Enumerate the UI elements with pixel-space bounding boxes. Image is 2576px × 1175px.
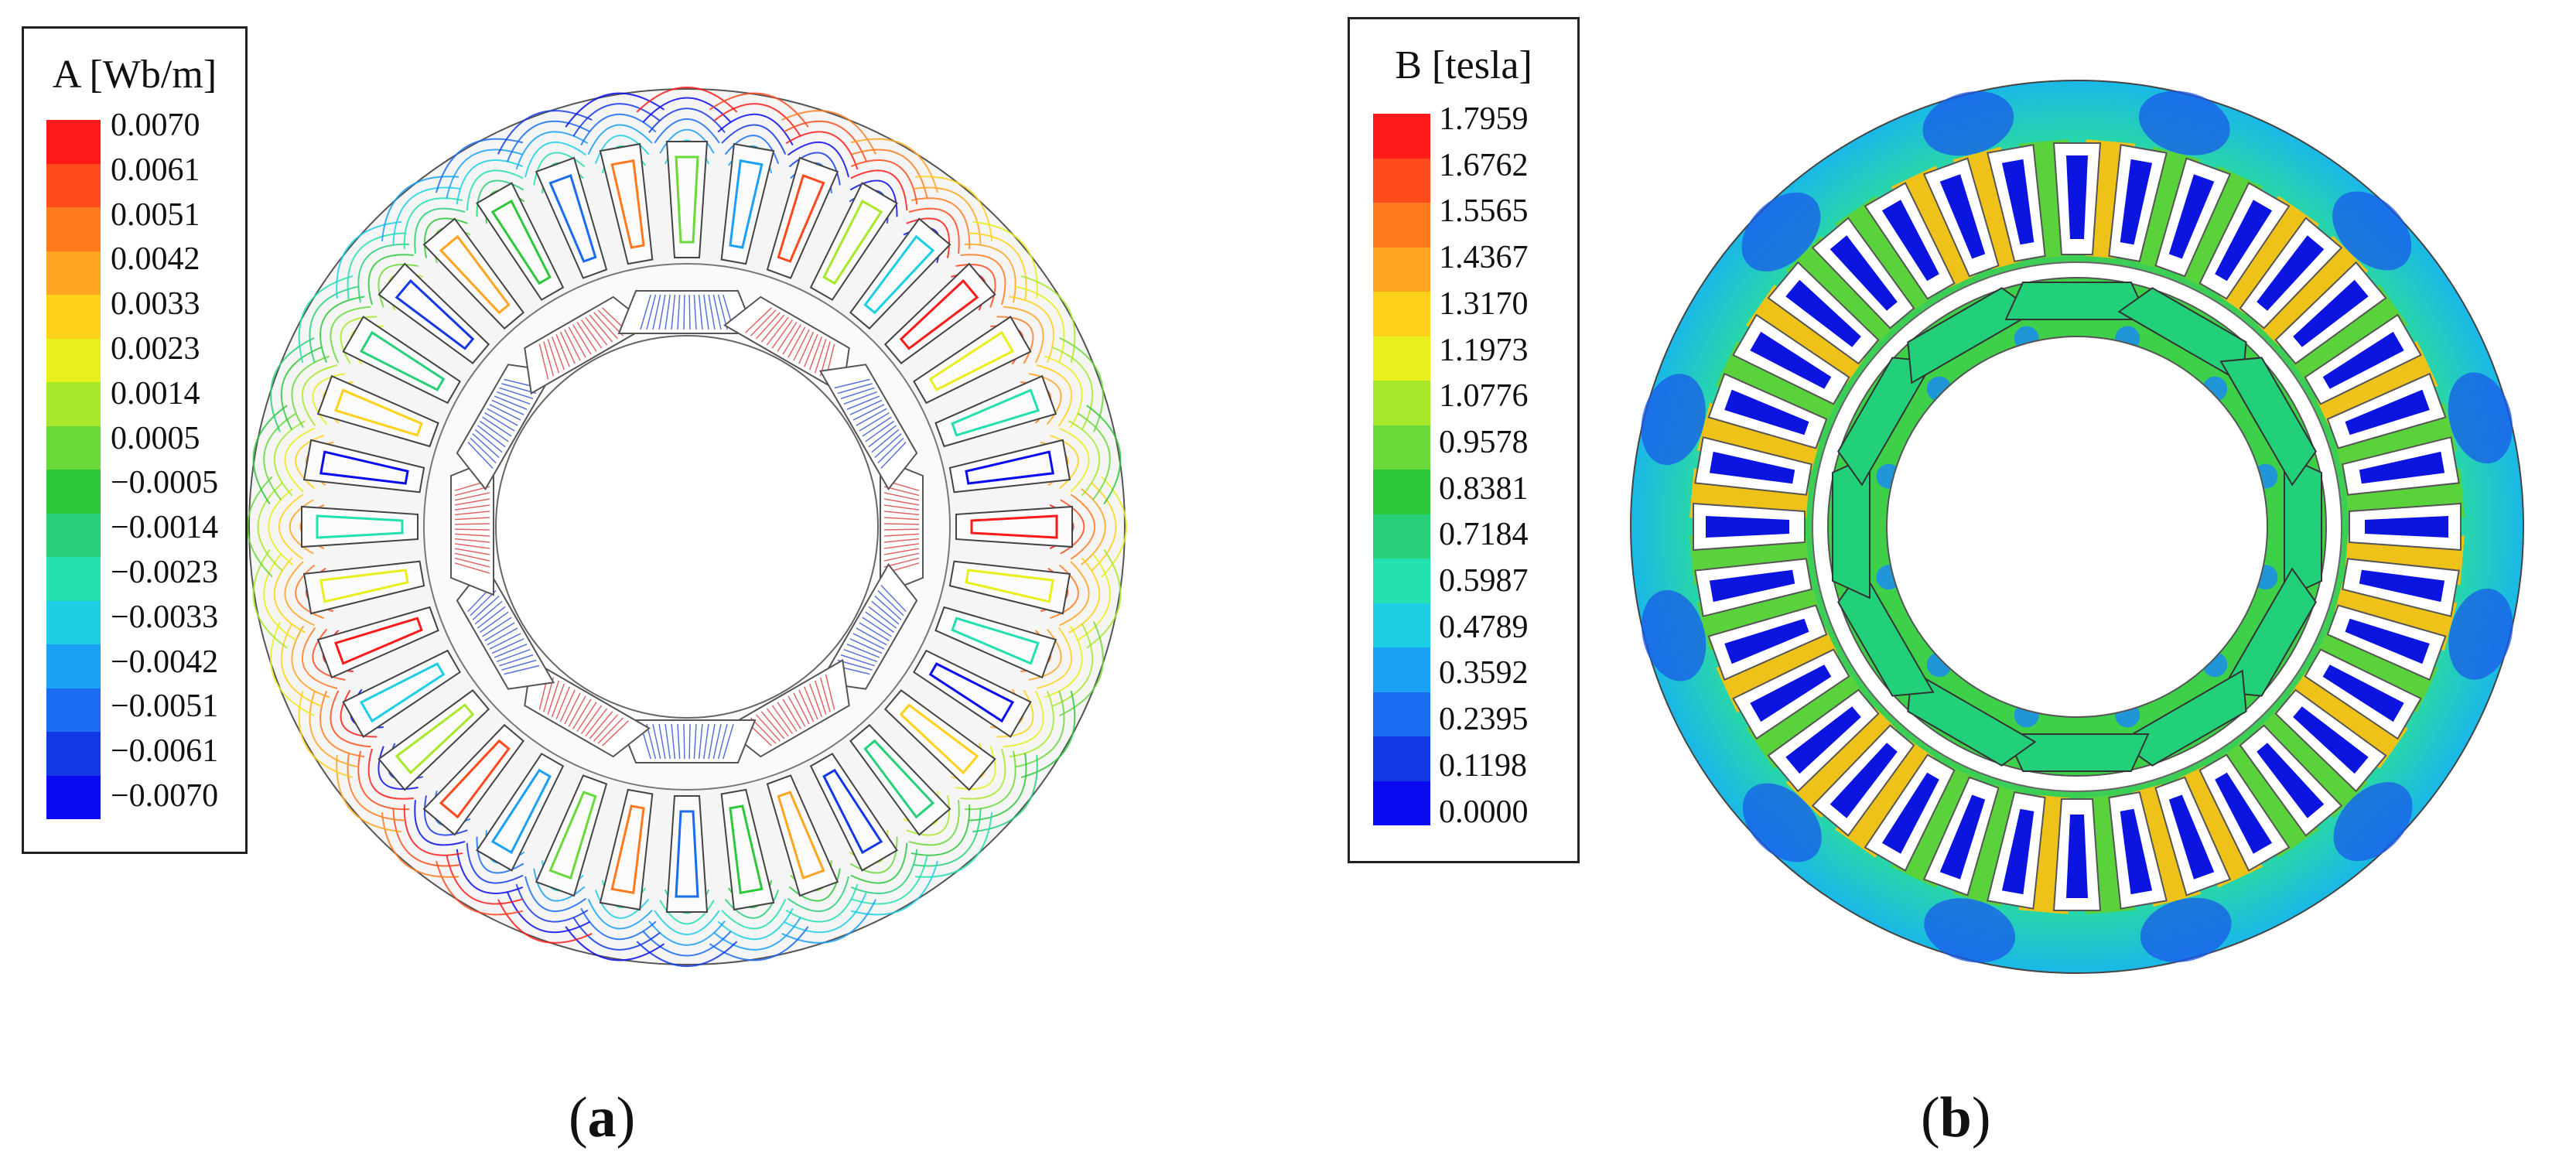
legend-tick-label: 0.9578 [1439,424,1529,460]
legend-tick-label: 0.2395 [1439,702,1529,738]
low-field-regions [1641,91,2513,963]
legend-swatch [1373,647,1430,692]
legend-swatch [46,600,101,644]
legend-swatch [46,557,101,601]
legend-swatch [46,207,101,251]
legend-tick-label: 1.4367 [1439,240,1529,276]
legend-swatch [1373,114,1430,159]
flux-density-map [1630,80,2524,974]
legend-colorbar-a [46,120,101,819]
legend-b: B [tesla] 1.7959 1.6762 1.5565 1.4367 1.3170… [1348,17,1580,863]
legend-tick-label: 0.0023 [111,331,200,367]
legend-tick-label: −0.0033 [111,599,219,635]
legend-tick-label: 1.6762 [1439,147,1529,183]
caption-letter-a: a [587,1086,617,1149]
legend-tick-label: 0.0014 [111,375,200,412]
legend-swatch [1373,470,1430,514]
legend-tick-label: −0.0005 [111,465,219,501]
legend-colorbar-b [1373,114,1430,825]
legend-swatch [46,251,101,295]
legend-tick-label: 1.0776 [1439,378,1529,415]
legend-swatch [46,470,101,514]
legend-tick-label: 0.0070 [111,108,200,143]
stator-slots [301,141,1073,913]
legend-swatch [1373,336,1430,381]
legend-tick-label: 0.8381 [1439,470,1529,507]
legend-tick-label: 0.0051 [111,196,200,233]
legend-tick-label: 0.0000 [1439,794,1529,830]
legend-title-a: A [Wb/m] [52,53,217,97]
caption-b: (b) [1921,1086,1991,1149]
legend-swatch [46,120,101,164]
legend-swatch [1373,780,1430,825]
legend-tick-label: 1.3170 [1439,285,1529,322]
legend-tick-label: 0.0005 [111,420,200,456]
legend-tick-label: 0.7184 [1439,517,1529,553]
panel-b: B [tesla] 1.7959 1.6762 1.5565 1.4367 1.3170… [1288,0,2576,1175]
legend-tick-label: −0.0070 [111,778,219,814]
rotor-magnets [450,290,924,763]
rotor-magnets [1832,282,2322,772]
legend-swatch [1373,158,1430,203]
legend-swatch [46,513,101,557]
legend-swatch [1373,736,1430,781]
legend-tick-label: −0.0014 [111,510,219,546]
legend-swatch [1373,514,1430,558]
legend-tick-label: 1.5565 [1439,193,1529,230]
legend-tick-label: −0.0051 [111,688,219,725]
caption-a: (a) [569,1086,636,1149]
legend-a: A [Wb/m] 0.0070 0.0061 0.0051 0.0042 0.0033 0… [22,26,248,854]
legend-swatch [46,644,101,688]
legend-title-b: B [tesla] [1395,43,1532,87]
legend-swatch [46,338,101,382]
legend-swatch [46,688,101,732]
legend-swatch [1373,603,1430,647]
legend-tick-label: 0.0061 [111,152,200,188]
stator-slots [1693,142,2462,911]
legend-swatch [46,163,101,207]
legend-tick-label: 0.0042 [111,241,200,278]
legend-tick-label: 0.0033 [111,286,200,323]
legend-tick-label: −0.0061 [111,733,219,770]
legend-swatch [1373,292,1430,336]
legend-swatch [46,732,101,776]
legend-tick-label: 0.5987 [1439,563,1529,599]
caption-letter-b: b [1939,1086,1972,1149]
legend-tick-label: 0.3592 [1439,655,1529,692]
legend-swatch [46,775,101,819]
legend-swatch [46,382,101,426]
legend-swatch [46,295,101,339]
legend-tick-label: −0.0042 [111,644,219,680]
legend-swatch [1373,425,1430,470]
panel-a: A [Wb/m] 0.0070 0.0061 0.0051 0.0042 0.0033 0… [22,26,1127,1149]
legend-tick-label: 1.7959 [1439,101,1529,137]
legend-swatch [1373,381,1430,425]
legend-swatch [1373,203,1430,248]
legend-tick-label: 1.1973 [1439,332,1529,368]
legend-swatch [1373,247,1430,292]
legend-swatch [1373,558,1430,603]
legend-swatch [1373,692,1430,736]
legend-swatch [46,425,101,470]
legend-tick-label: 0.1198 [1439,747,1527,784]
legend-tick-label: 0.4789 [1439,609,1529,645]
flux-line-plot [247,87,1127,967]
legend-tick-label: −0.0023 [111,555,219,590]
